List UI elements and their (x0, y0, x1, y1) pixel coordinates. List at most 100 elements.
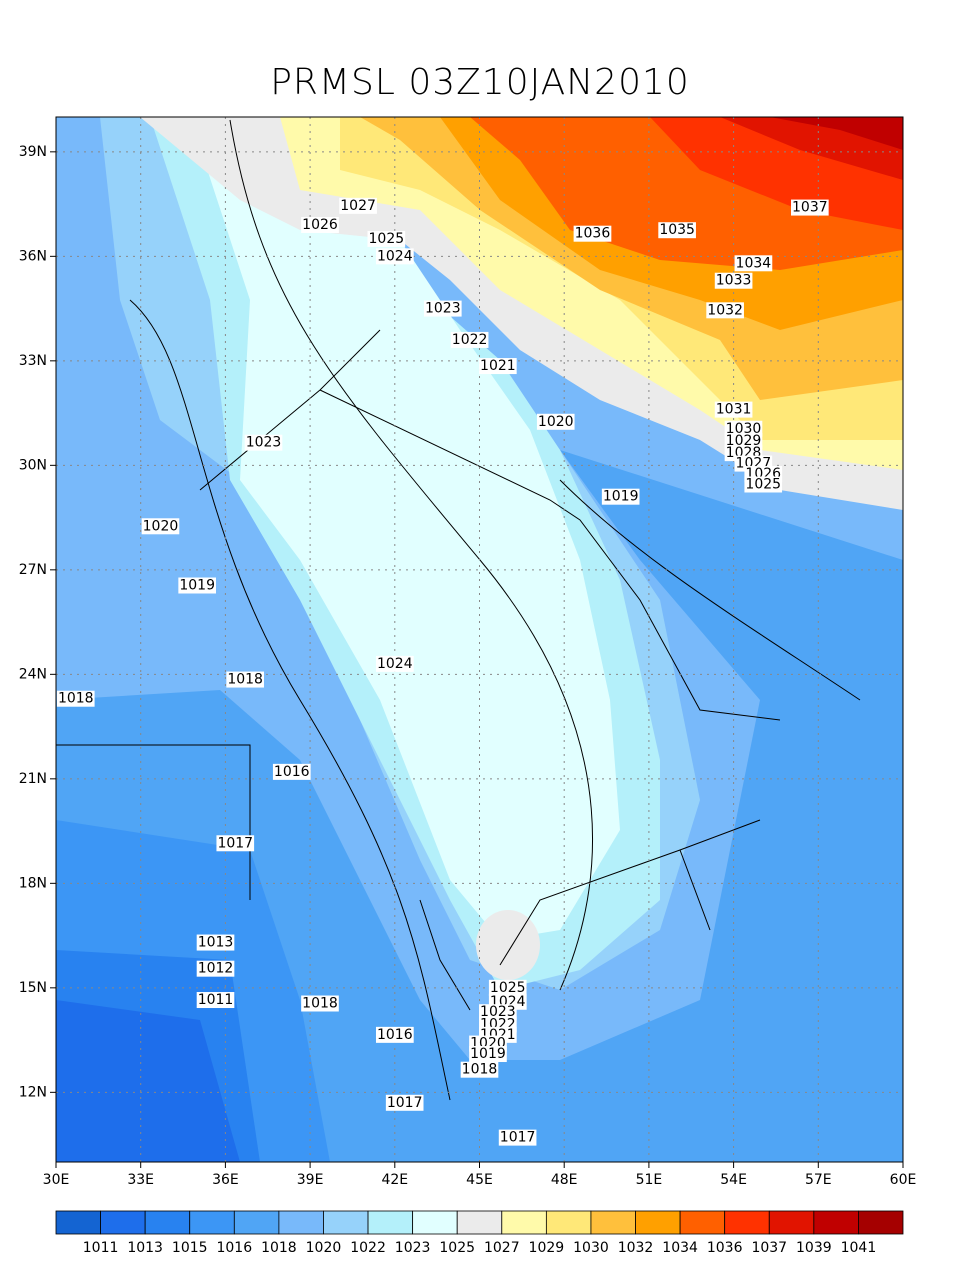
contour-label: 1032 (707, 302, 743, 318)
x-tick-label: 30E (43, 1172, 70, 1188)
colorbar-box (189, 1210, 235, 1235)
contour-label-bg (724, 432, 763, 449)
contour-label-bg (479, 358, 517, 375)
contour-label: 1027 (340, 198, 376, 214)
pressure-field (56, 117, 903, 1162)
colorbar-label: 1030 (573, 1240, 609, 1256)
contour-label: 1030 (726, 421, 762, 437)
colorbar-box (55, 1210, 101, 1235)
contour-label: 1019 (470, 1046, 506, 1062)
contour-label-bg (244, 434, 283, 451)
field-band (476, 910, 540, 980)
contour-label-bg (734, 255, 773, 272)
colorbar-box (367, 1210, 414, 1235)
colorbar-label: 1037 (751, 1240, 787, 1256)
contour-label-bg (367, 230, 406, 247)
contour-label-bg (339, 197, 377, 214)
contour-label-bg (658, 222, 696, 239)
contour-label: 1018 (302, 996, 338, 1012)
x-tick-label: 36E (212, 1172, 239, 1188)
contour-label: 1018 (58, 691, 94, 707)
grid (55, 117, 904, 1162)
contour-label-bg (479, 1004, 517, 1021)
colorbar-box (456, 1210, 503, 1235)
contour-label-bg (460, 1061, 499, 1078)
x-tick-label: 60E (890, 1172, 917, 1188)
colorbar-box (635, 1210, 681, 1235)
contour-label-bg (714, 401, 753, 418)
contour-label-bg (178, 577, 216, 594)
contour-label-bg (488, 979, 527, 996)
contour-label-bg (216, 835, 255, 852)
chart-title: PRMSL 03Z10JAN2010 (270, 62, 690, 103)
y-tick-label: 36N (19, 248, 47, 264)
colorbar-label: 1041 (841, 1240, 877, 1256)
contour-label-bg (706, 302, 744, 319)
axes: 30E 33E 36E 39E 42E 45E 48E 51E 54E 57E 60E 12N 15N 1… (19, 144, 917, 1188)
boundary-lines (56, 329, 781, 1011)
contour-label: 1033 (716, 273, 752, 289)
contour-label-bg (375, 248, 414, 265)
contour-label: 1016 (274, 764, 310, 780)
contour-label: 1023 (246, 435, 282, 451)
y-tick-label: 33N (19, 353, 47, 369)
y-tick-label: 27N (19, 562, 47, 578)
colorbar-box (813, 1210, 859, 1235)
contour-label: 1022 (452, 332, 488, 348)
contour-label: 1011 (198, 992, 234, 1008)
contour-label-bg (226, 671, 264, 688)
contour-label-bg (301, 995, 339, 1012)
colorbar-box (545, 1210, 592, 1235)
contour-label: 1019 (603, 489, 639, 505)
colorbar-label: 1034 (662, 1240, 698, 1256)
contour-label-bg (724, 420, 763, 437)
colorbar-label: 1023 (395, 1240, 431, 1256)
contour-label: 1025 (745, 476, 781, 492)
field-band (190, 117, 620, 940)
colorbar-box (144, 1210, 191, 1235)
colorbar-label: 1016 (216, 1240, 252, 1256)
field-band (770, 117, 903, 150)
colorbar-label: 1013 (127, 1240, 163, 1256)
contour-label: 1019 (179, 578, 215, 594)
y-tick-label: 24N (19, 666, 47, 682)
y-tick-label: 21N (19, 771, 47, 787)
contour-label: 1026 (302, 217, 338, 233)
colorbar-label: 1022 (350, 1240, 386, 1256)
colorbar-box (724, 1210, 770, 1235)
contour-label-bg (141, 518, 180, 535)
contour-label: 1023 (425, 301, 461, 317)
x-tick-label: 39E (297, 1172, 324, 1188)
y-tick-label: 18N (19, 875, 47, 891)
colorbar-label: 1027 (484, 1240, 520, 1256)
colorbar-box (278, 1210, 324, 1235)
colorbar-box (233, 1210, 280, 1235)
contour-label: 1013 (198, 935, 234, 951)
x-tick-label: 42E (381, 1172, 408, 1188)
colorbar-box (768, 1210, 815, 1235)
colorbar-label: 1018 (261, 1240, 297, 1256)
contour-label: 1023 (480, 1004, 516, 1020)
y-tick-label: 12N (19, 1084, 47, 1100)
contour-label-bg (423, 300, 462, 317)
contour-label: 1012 (198, 961, 234, 977)
contour-label-bg (196, 960, 235, 977)
x-tick-label: 51E (636, 1172, 663, 1188)
colorbar-box (858, 1210, 904, 1235)
contour-label: 1017 (217, 835, 253, 851)
contour-label-bg (56, 690, 95, 707)
colorbar-label: 1011 (83, 1240, 119, 1256)
colorbar-label: 1036 (707, 1240, 743, 1256)
contour-label-bg (536, 413, 575, 430)
contour-label-bg (375, 655, 414, 672)
colorbar-label: 1020 (306, 1240, 342, 1256)
contour-label: 1020 (538, 414, 574, 430)
contour-label: 1029 (726, 433, 762, 449)
contour-label: 1021 (480, 358, 516, 374)
colorbar-box (412, 1210, 458, 1235)
contour-label: 1024 (377, 248, 413, 264)
colorbar-box (590, 1210, 636, 1235)
contour-label: 1018 (227, 672, 263, 688)
